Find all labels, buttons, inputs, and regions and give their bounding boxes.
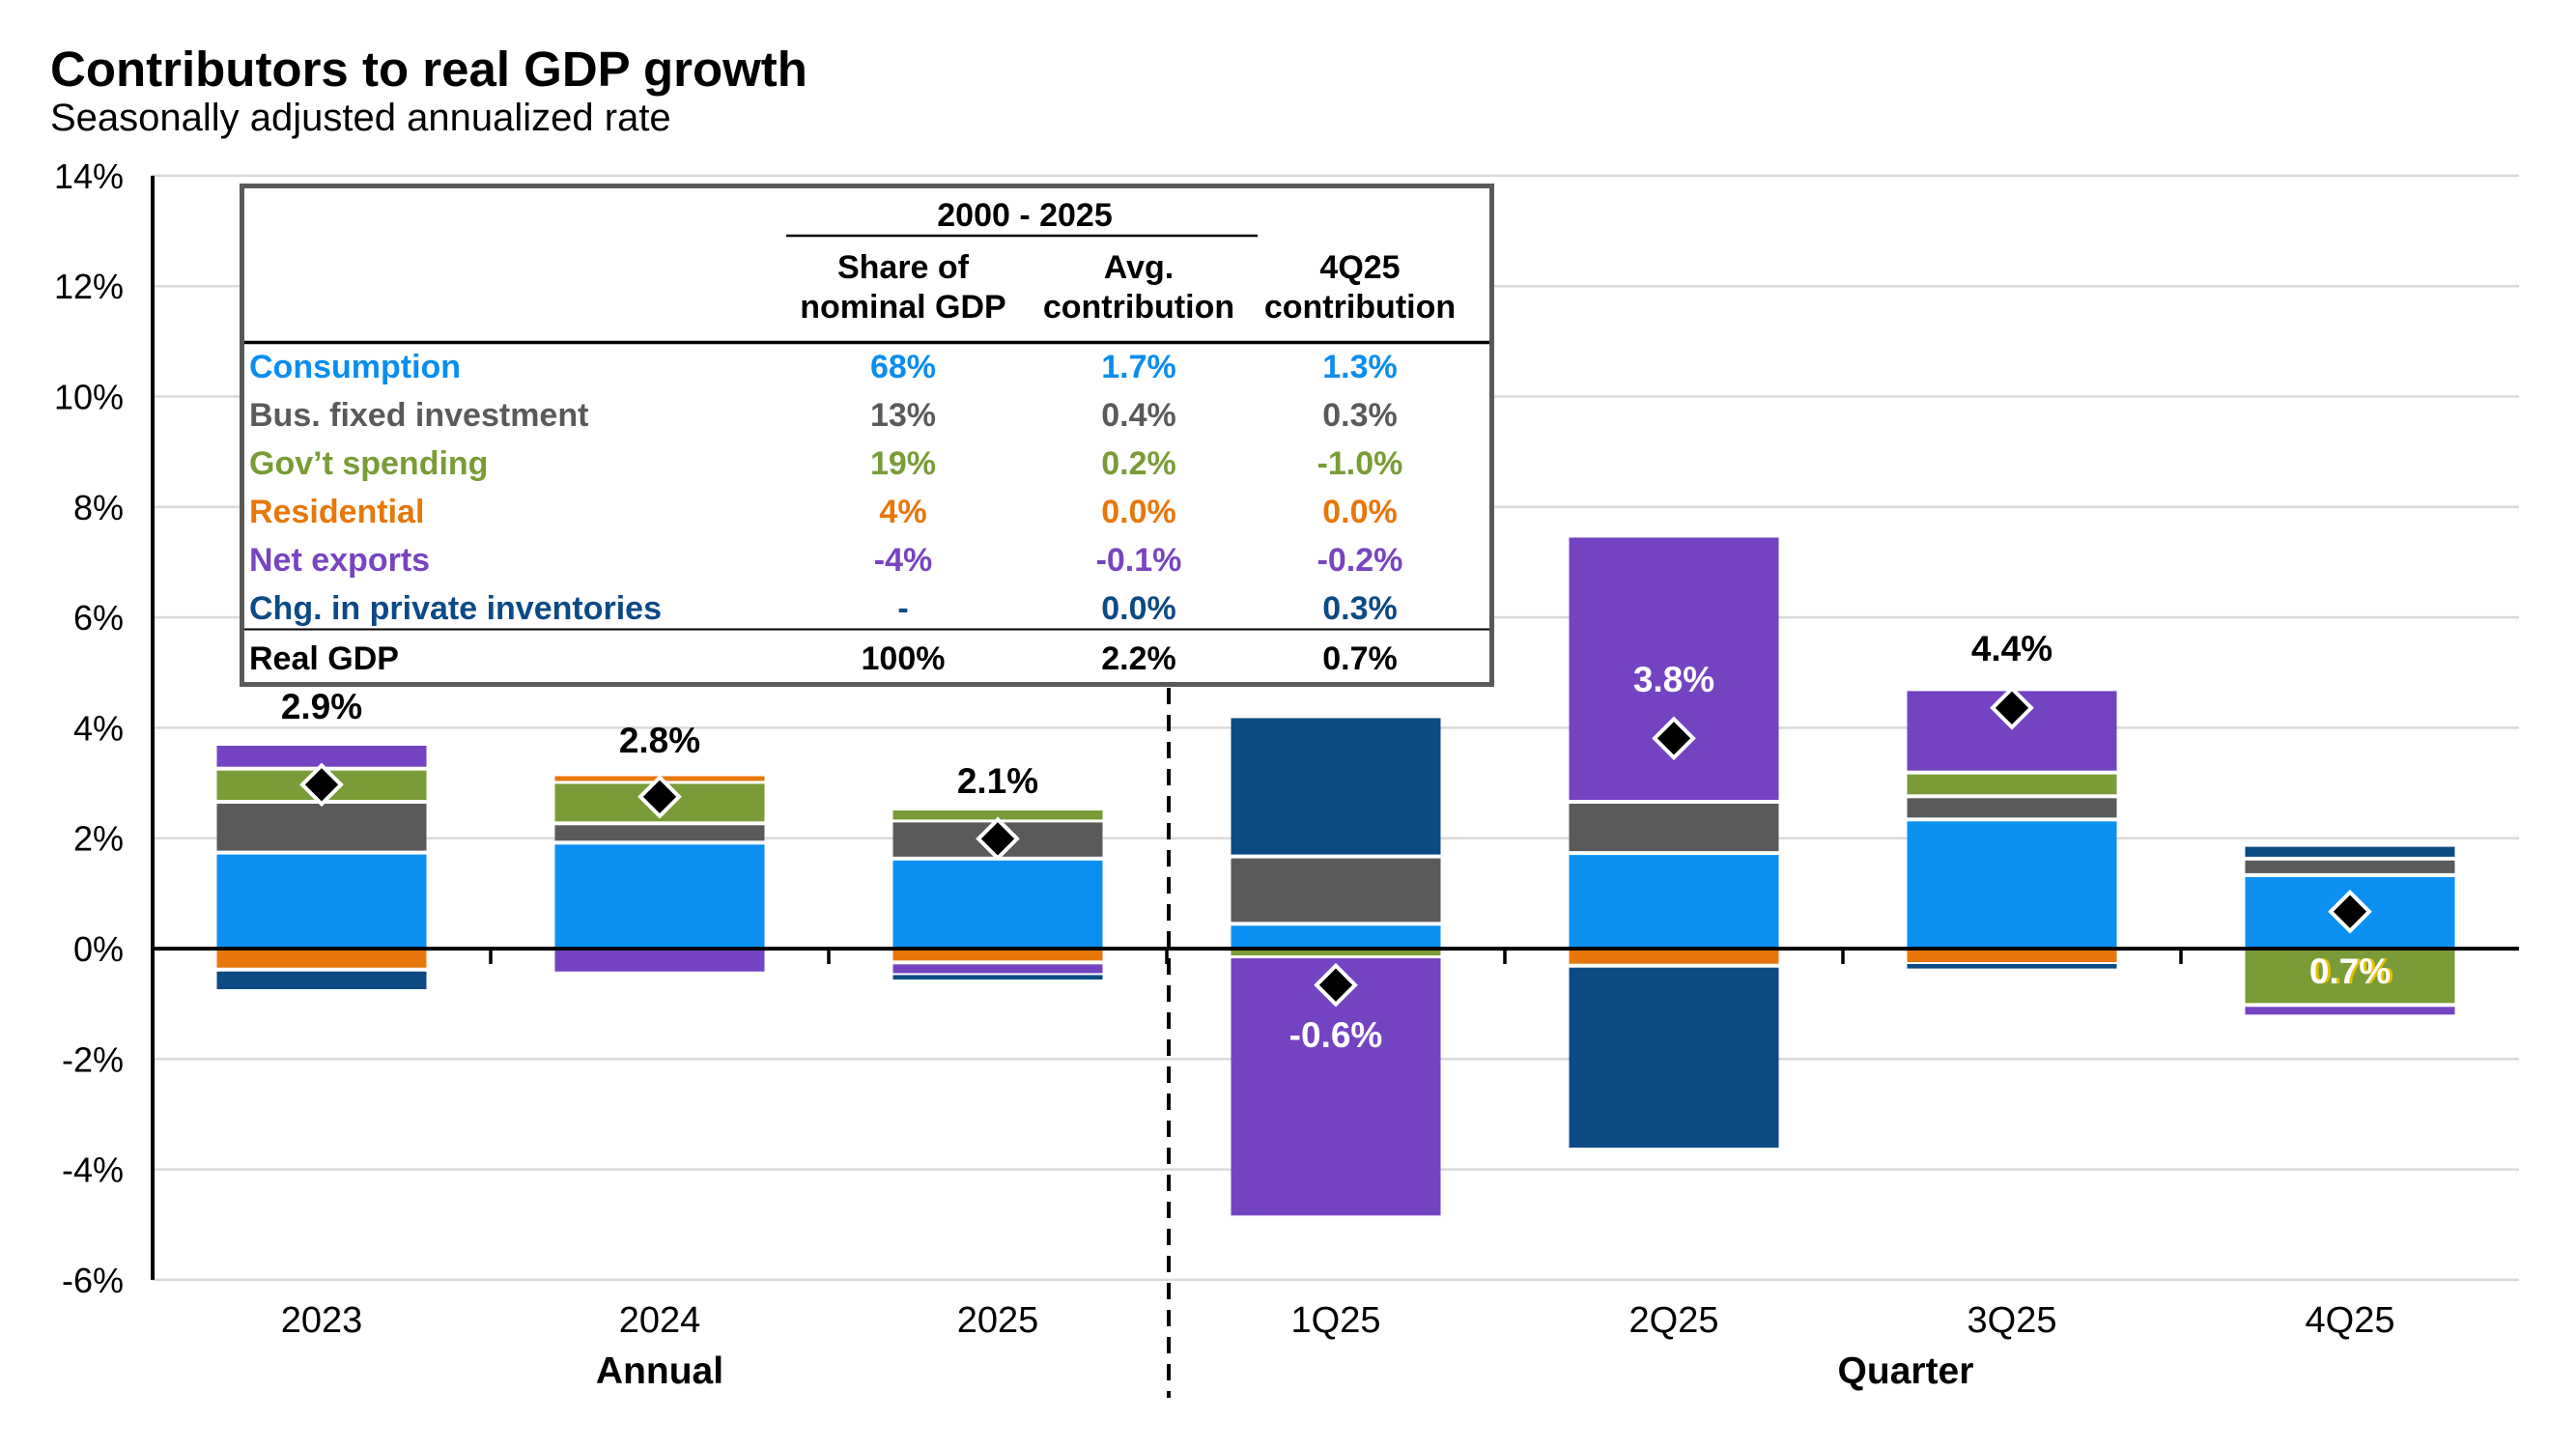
svg-text:0.2%: 0.2% [1101,445,1176,482]
svg-text:2Q25: 2Q25 [1629,1300,1719,1341]
svg-text:Share of: Share of [837,249,970,286]
svg-text:Residential: Residential [249,494,424,530]
svg-text:0.4%: 0.4% [1101,397,1176,434]
svg-text:100%: 100% [862,640,946,677]
svg-text:0%: 0% [73,929,124,969]
svg-text:contribution: contribution [1264,289,1456,326]
svg-text:2.9%: 2.9% [281,687,362,726]
svg-text:0.0%: 0.0% [1322,494,1398,530]
svg-text:19%: 19% [870,445,936,482]
svg-text:Bus. fixed investment: Bus. fixed investment [249,397,588,434]
svg-text:Avg.: Avg. [1104,249,1174,286]
svg-text:0.0%: 0.0% [1101,590,1176,627]
svg-text:Net exports: Net exports [249,542,430,579]
svg-text:Seasonally adjusted annualized: Seasonally adjusted annualized rate [50,97,671,139]
svg-text:Real GDP: Real GDP [249,640,399,677]
svg-text:nominal GDP: nominal GDP [800,289,1005,326]
svg-text:0.3%: 0.3% [1322,590,1398,627]
svg-text:0.0%: 0.0% [1101,494,1176,530]
svg-text:2023: 2023 [281,1300,363,1341]
svg-text:12%: 12% [54,267,124,306]
svg-text:-: - [897,590,908,627]
svg-text:2000 - 2025: 2000 - 2025 [937,197,1113,234]
svg-text:2.1%: 2.1% [957,761,1038,801]
svg-text:Chg. in private inventories: Chg. in private inventories [249,590,662,627]
svg-text:-4%: -4% [874,542,932,579]
svg-text:0.3%: 0.3% [1322,397,1398,434]
svg-text:-4%: -4% [62,1151,124,1190]
svg-text:0.7%: 0.7% [1322,640,1398,677]
svg-text:-0.2%: -0.2% [1317,542,1403,579]
svg-text:contribution: contribution [1043,289,1234,326]
svg-text:4%: 4% [73,708,124,748]
svg-text:3Q25: 3Q25 [1967,1300,2057,1341]
svg-text:-2%: -2% [62,1039,124,1079]
svg-text:Gov’t spending: Gov’t spending [249,445,488,482]
svg-text:10%: 10% [54,378,124,417]
svg-text:8%: 8% [73,488,124,527]
svg-text:4.4%: 4.4% [1971,629,2052,668]
svg-text:14%: 14% [54,156,124,196]
svg-text:4Q25: 4Q25 [2306,1300,2395,1341]
svg-text:3.8%: 3.8% [1633,660,1714,699]
svg-text:1.7%: 1.7% [1101,349,1176,385]
svg-text:2025: 2025 [957,1300,1039,1341]
svg-text:2.8%: 2.8% [619,721,700,760]
svg-text:13%: 13% [870,397,936,434]
svg-text:4Q25: 4Q25 [1319,249,1400,286]
svg-text:Consumption: Consumption [249,349,461,385]
svg-text:2.2%: 2.2% [1101,640,1176,677]
svg-text:2024: 2024 [619,1300,701,1341]
svg-text:6%: 6% [73,598,124,638]
svg-text:0.7%: 0.7% [2312,952,2393,991]
svg-text:68%: 68% [870,349,936,385]
svg-text:Contributors to real GDP growt: Contributors to real GDP growth [50,42,807,97]
svg-text:Annual: Annual [596,1350,723,1392]
svg-text:-6%: -6% [62,1261,124,1300]
svg-text:1Q25: 1Q25 [1291,1300,1381,1341]
svg-text:0.7%: 0.7% [2309,952,2391,991]
svg-text:-0.6%: -0.6% [1289,1015,1383,1055]
svg-text:2%: 2% [73,819,124,859]
svg-text:1.3%: 1.3% [1322,349,1398,385]
svg-text:-1.0%: -1.0% [1317,445,1403,482]
svg-text:Quarter: Quarter [1838,1350,1974,1392]
svg-text:-0.1%: -0.1% [1096,542,1182,579]
svg-text:4%: 4% [879,494,926,530]
